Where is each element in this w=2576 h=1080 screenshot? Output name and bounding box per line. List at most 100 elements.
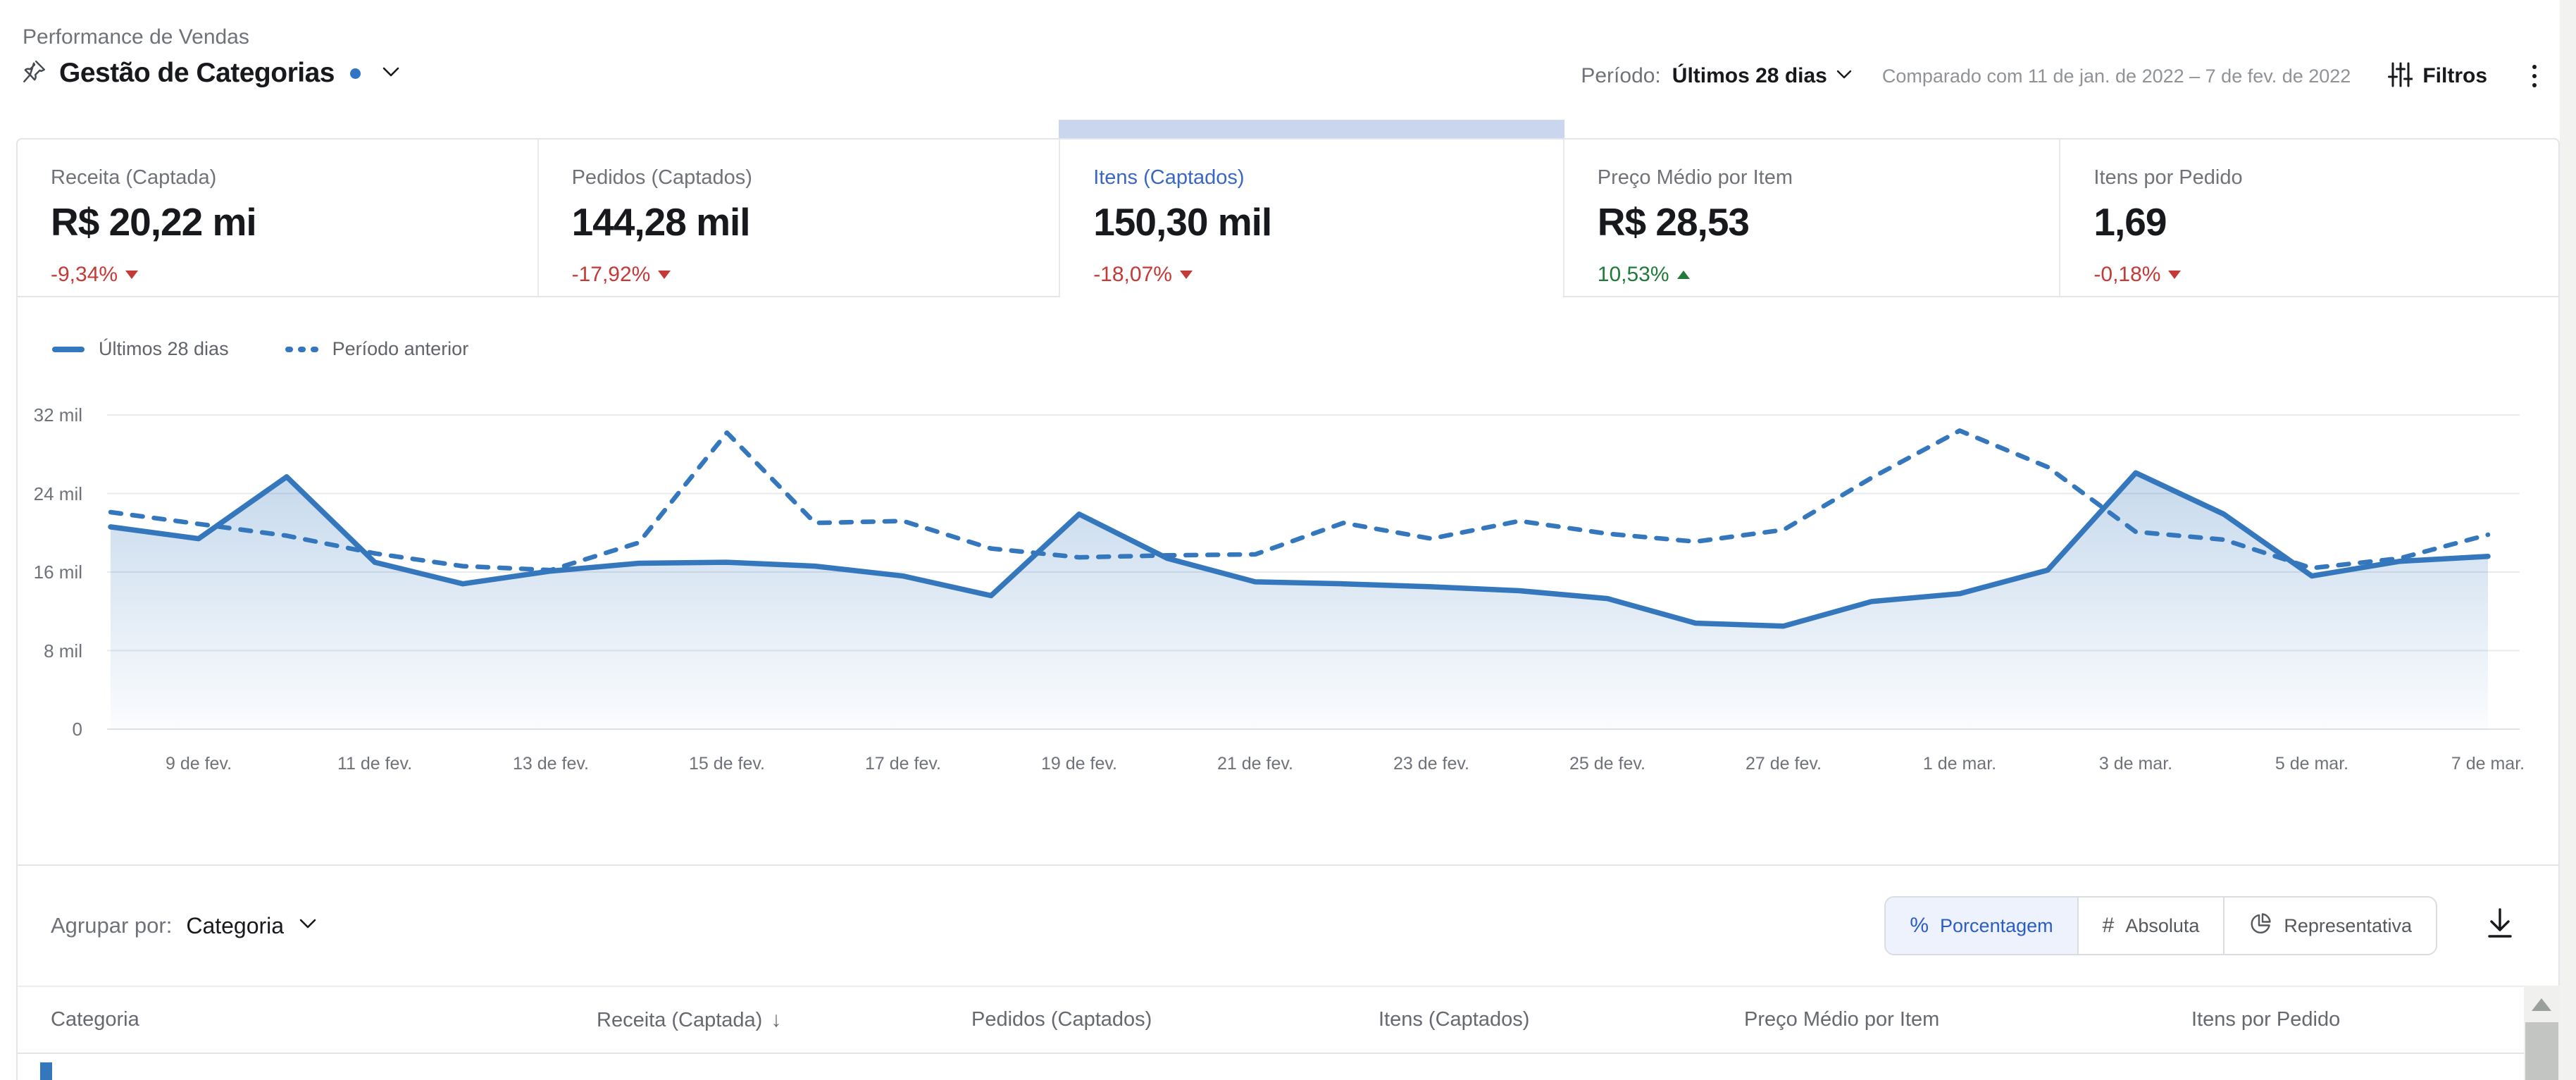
mode-label: Porcentagem [1940,914,2053,936]
trend-down-icon [125,271,139,279]
top-header: Performance de Vendas Gestão de Categori… [0,0,2576,120]
kpi-delta: -18,07% [1093,263,1563,287]
chart-svg [107,414,2520,730]
kpi-delta: -9,34% [51,263,537,287]
x-axis-tick: 27 de fev. [1746,754,1822,774]
kpi-label: Receita (Captada) [51,166,217,189]
kpi-label: Pedidos (Captados) [571,166,752,189]
legend-item-previous: Período anterior [285,338,469,360]
solid-line-swatch [52,346,85,352]
kpi-label: Itens por Pedido [2093,166,2243,189]
column-header-pedidos-captados[interactable]: Pedidos (Captados) [971,1008,1152,1031]
trend-down-icon [1179,271,1193,279]
tab-itens-captados[interactable]: Itens (Captados) 150,30 mil -18,07% [1059,120,1564,297]
app-title: Performance de Vendas [23,25,249,49]
mode-absoluta-button[interactable]: # Absoluta [2077,898,2224,954]
y-axis-tick: 8 mil [44,640,82,662]
column-header-categoria[interactable]: Categoria [51,1008,139,1031]
chart-legend: Últimos 28 dias Período anterior [52,338,468,360]
period-label: Período: [1581,64,1661,87]
table-controls-row: Agrupar por: Categoria % Porcentagem # A… [18,864,2558,986]
period-selector[interactable]: Últimos 28 dias [1672,64,1827,87]
column-header-itens-captados[interactable]: Itens (Captados) [1379,1008,1530,1031]
value-mode-toggle-group: % Porcentagem # Absoluta Representativa [1884,896,2437,955]
mode-label: Absoluta [2125,914,2200,936]
table-scrollbar[interactable] [2524,986,2560,1080]
percent-icon: % [1910,914,1929,937]
x-axis-tick: 15 de fev. [689,754,765,774]
x-axis-tick: 13 de fev. [513,754,589,774]
y-axis-tick: 24 mil [33,483,82,504]
mode-porcentagem-button[interactable]: % Porcentagem [1886,898,2077,954]
x-axis-tick: 11 de fev. [337,754,413,774]
kpi-label: Preço Médio por Item [1597,166,1793,189]
header-right-controls: Período: Últimos 28 dias Comparado com 1… [1581,61,2541,92]
tab-preco-medio-por-item[interactable]: Preço Médio por Item R$ 28,53 10,53% [1564,139,2061,296]
legend-item-current: Últimos 28 dias [52,338,229,360]
comparison-period-note: Comparado com 11 de jan. de 2022 – 7 de … [1881,65,2351,87]
x-axis-tick: 23 de fev. [1393,754,1469,774]
kpi-delta: -17,92% [572,263,1059,287]
trend-down-icon [2168,271,2182,279]
x-axis-tick: 9 de fev. [165,754,232,774]
pin-icon [21,59,46,88]
kpi-value: R$ 20,22 mi [51,200,257,244]
tab-pedidos-captados[interactable]: Pedidos (Captados) 144,28 mil -17,92% [539,139,1061,296]
mode-representativa-button[interactable]: Representativa [2223,898,2436,954]
kpi-value: 150,30 mil [1093,200,1272,244]
group-by-value: Categoria [186,912,285,938]
hash-icon: # [2102,914,2115,937]
dashboard-chevron-down-icon[interactable] [382,66,400,82]
table-row[interactable] [18,1054,2558,1080]
trend-down-icon [658,271,671,279]
unsaved-changes-dot [349,68,361,79]
x-axis-tick: 19 de fev. [1041,754,1117,774]
y-axis-tick: 16 mil [33,561,82,583]
x-axis-tick: 5 de mar. [2275,754,2349,774]
download-button[interactable] [2484,907,2516,945]
filter-sliders-icon [2387,61,2414,92]
x-axis-tick: 17 de fev. [865,754,941,774]
kpi-value: R$ 28,53 [1597,200,1750,244]
x-axis-tick: 1 de mar. [1922,754,1997,774]
column-header-itens-por-pedido[interactable]: Itens por Pedido [2191,1008,2341,1031]
kpi-value: 144,28 mil [571,200,751,244]
pie-chart-icon [2248,912,2272,941]
time-series-chart-panel: Últimos 28 dias Período anterior 32 mil … [18,297,2558,864]
group-by-chevron-down-icon [298,918,318,934]
kpi-delta: -0,18% [2093,263,2558,287]
trend-up-icon [1676,271,1690,279]
x-axis-tick: 21 de fev. [1217,754,1293,774]
column-header-preco-medio-por-item[interactable]: Preço Médio por Item [1744,1008,1940,1031]
chart-plot-area[interactable] [107,406,2520,738]
tab-itens-por-pedido[interactable]: Itens por Pedido 1,69 -0,18% [2060,139,2558,296]
dashboard-card: Receita (Captada) R$ 20,22 mi -9,34% Ped… [16,120,2560,1080]
legend-label: Período anterior [332,338,469,359]
dashboard-title: Gestão de Categorias [59,58,335,88]
dashboard-title-row[interactable]: Gestão de Categorias [21,58,400,89]
row-category-color-bar [40,1062,52,1080]
group-by-label: Agrupar por: [51,913,173,938]
more-options-kebab-icon[interactable] [2528,61,2541,92]
filters-button[interactable]: Filtros [2387,61,2487,92]
tab-receita-captada[interactable]: Receita (Captada) R$ 20,22 mi -9,34% [18,139,539,296]
legend-label: Últimos 28 dias [99,338,229,359]
scroll-up-arrow-icon[interactable] [2532,998,2551,1011]
filters-label: Filtros [2422,64,2487,87]
group-by-selector[interactable]: Agrupar por: Categoria [51,913,318,939]
column-header-receita-captada[interactable]: Receita (Captada) ↓ [597,1008,782,1031]
scrollbar-thumb[interactable] [2525,1022,2558,1080]
x-axis-tick: 25 de fev. [1569,754,1645,774]
x-axis-tick: 3 de mar. [2098,754,2173,774]
kpi-tabs: Receita (Captada) R$ 20,22 mi -9,34% Ped… [18,120,2558,297]
dashed-line-swatch [285,346,318,352]
kpi-delta: 10,53% [1598,263,2060,287]
table-header-row: Categoria Receita (Captada) ↓ Pedidos (Ca… [18,986,2558,1054]
page-scrollbar-track[interactable] [2560,0,2576,1080]
mode-label: Representativa [2284,914,2412,936]
period-chevron-down-icon[interactable] [1836,69,1853,84]
download-icon [2484,907,2516,945]
x-axis-tick: 7 de mar. [2451,754,2525,774]
y-axis-tick: 32 mil [33,404,82,426]
